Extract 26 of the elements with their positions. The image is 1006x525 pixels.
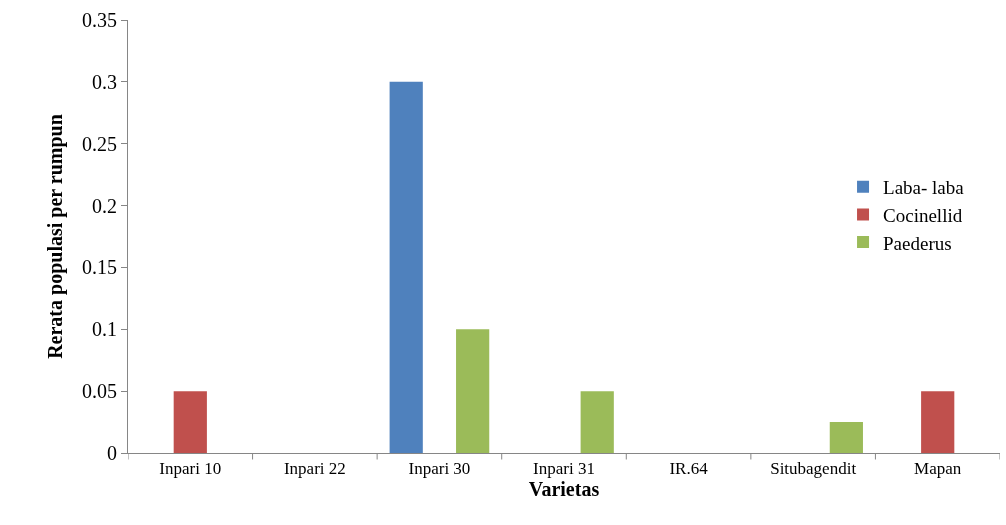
x-tick-label: Inpari 22 <box>283 459 346 479</box>
bar <box>829 422 863 453</box>
x-axis-title: Varietas <box>528 478 600 501</box>
y-tick-label: 0.35 <box>82 9 117 31</box>
x-tick-label: Inpari 31 <box>533 459 595 479</box>
bar <box>580 391 614 453</box>
y-tick-label: 0.25 <box>82 132 117 155</box>
x-tick-label: Situbagendit <box>770 459 857 479</box>
legend-label: Paederus <box>883 232 952 254</box>
x-tick-label: Inpari 30 <box>408 459 471 479</box>
bar <box>173 391 207 453</box>
x-tick-label: Inpari 10 <box>159 459 222 479</box>
y-tick-label: 0.2 <box>92 194 117 217</box>
y-tick-label: 0 <box>107 442 117 464</box>
y-axis-title: Rerata populasi per rumpun <box>43 114 67 359</box>
x-tick-label: IR.64 <box>669 459 709 479</box>
y-tick-label: 0.05 <box>82 380 117 403</box>
bar <box>456 329 490 453</box>
bar <box>921 391 955 453</box>
y-tick-label: 0.3 <box>92 70 117 93</box>
x-tick-label: Mapan <box>914 459 962 479</box>
y-tick-label: 0.1 <box>92 318 117 341</box>
y-tick-label: 0.15 <box>82 256 117 279</box>
legend-label: Laba- laba <box>883 177 965 199</box>
legend-label: Cocinellid <box>883 204 963 226</box>
bar <box>389 81 423 453</box>
